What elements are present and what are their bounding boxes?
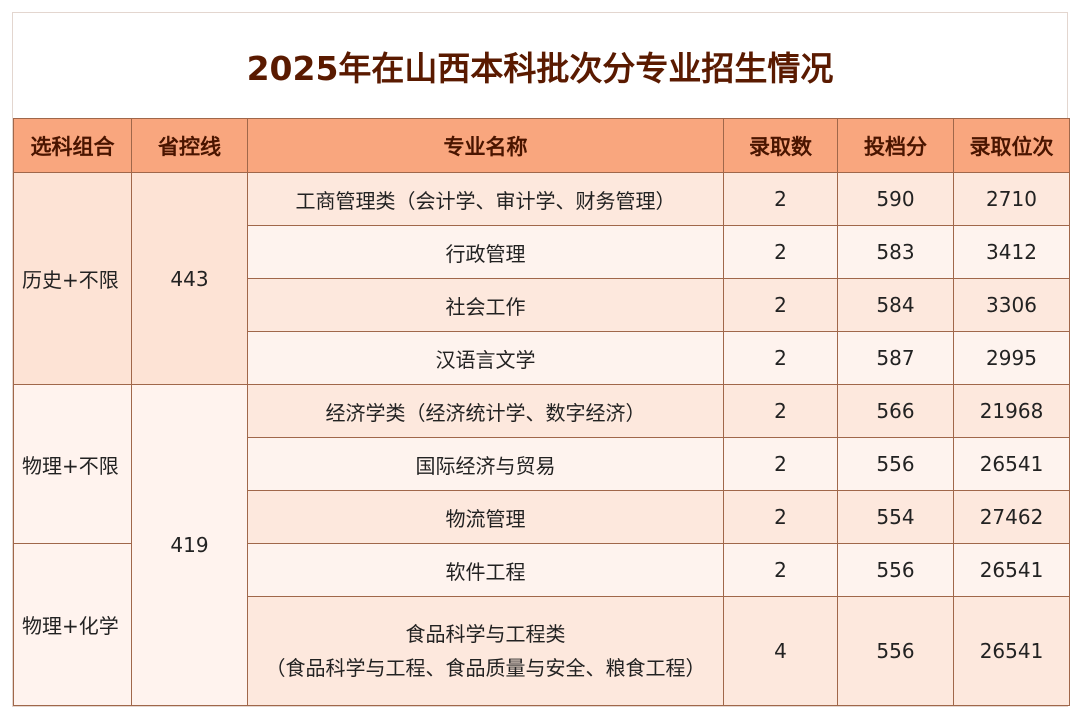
count-cell: 2 [723, 331, 838, 385]
count-cell: 2 [723, 543, 838, 597]
combo-cell: 物理+化学 [13, 543, 132, 706]
header-cell: 省控线 [131, 118, 248, 173]
table-row: 物理+不限 419 经济学类（经济统计学、数字经济） 2 566 21968 [13, 384, 1070, 706]
header-cell: 投档分 [837, 118, 954, 173]
combo-cell: 物理+不限 [13, 384, 132, 544]
major-cell: 汉语言文学 [247, 331, 724, 385]
major-cell: 社会工作 [247, 278, 724, 332]
table-row: 历史+不限 443 工商管理类（会计学、审计学、财务管理） 2 590 2710 [13, 172, 1070, 385]
major-cell: 物流管理 [247, 490, 724, 544]
count-cell: 2 [723, 490, 838, 544]
major-cell: 食品科学与工程类 （食品科学与工程、食品质量与安全、粮食工程） [247, 596, 724, 706]
header-cell: 选科组合 [13, 118, 132, 173]
major-cell: 工商管理类（会计学、审计学、财务管理） [247, 172, 724, 226]
major-cell: 行政管理 [247, 225, 724, 279]
rank-cell: 26541 [953, 437, 1070, 491]
major-cell: 国际经济与贸易 [247, 437, 724, 491]
table-row: 物理+化学 软件工程 2 556 26541 [13, 543, 1070, 706]
rank-cell: 27462 [953, 490, 1070, 544]
major-cell: 软件工程 [247, 543, 724, 597]
major-line: 食品科学与工程类 [405, 622, 566, 646]
score-cell: 587 [837, 331, 954, 385]
count-cell: 2 [723, 437, 838, 491]
combo-cell: 历史+不限 [13, 172, 132, 385]
count-cell: 4 [723, 596, 838, 706]
rank-cell: 3306 [953, 278, 1070, 332]
rank-cell: 2995 [953, 331, 1070, 385]
table-row: 食品科学与工程类 （食品科学与工程、食品质量与安全、粮食工程） 4 556 26541 [14, 596, 1070, 706]
score-cell: 556 [837, 596, 954, 706]
score-cell: 556 [837, 437, 954, 491]
control-line-cell: 419 [131, 384, 248, 706]
control-line-cell: 443 [131, 172, 248, 385]
count-cell: 2 [723, 225, 838, 279]
major-cell: 经济学类（经济统计学、数字经济） [247, 384, 724, 438]
header-cell: 录取位次 [953, 118, 1070, 173]
count-cell: 2 [723, 172, 838, 226]
score-cell: 584 [837, 278, 954, 332]
rank-cell: 26541 [953, 596, 1070, 706]
count-cell: 2 [723, 278, 838, 332]
rank-cell: 26541 [953, 543, 1070, 597]
table-card: 2025年在山西本科批次分专业招生情况 选科组合 省控线 专业名称 录取数 投档分 录取位… [12, 12, 1070, 707]
table-row: 国际经济与贸易 2 556 26541 [14, 437, 1070, 491]
admission-table: 选科组合 省控线 专业名称 录取数 投档分 录取位次 历史+不限 443 工商管理类（会计学、… [13, 118, 1070, 706]
table-row: 社会工作 2 584 3306 [14, 278, 1070, 332]
score-cell: 556 [837, 543, 954, 597]
title: 2025年在山西本科批次分专业招生情况 [246, 48, 834, 88]
rank-cell: 3412 [953, 225, 1070, 279]
table-row: 行政管理 2 583 3412 [14, 225, 1070, 279]
rank-cell: 2710 [953, 172, 1070, 226]
score-cell: 590 [837, 172, 954, 226]
header-cell: 录取数 [723, 118, 838, 173]
score-cell: 583 [837, 225, 954, 279]
table-row: 物流管理 2 554 27462 [14, 490, 1070, 544]
table-body: 历史+不限 443 工商管理类（会计学、审计学、财务管理） 2 590 2710 行政管理 2… [13, 172, 1070, 706]
count-cell: 2 [723, 384, 838, 438]
rank-cell: 21968 [953, 384, 1070, 438]
score-cell: 554 [837, 490, 954, 544]
header-cell: 专业名称 [247, 118, 724, 173]
header-row: 选科组合 省控线 专业名称 录取数 投档分 录取位次 [13, 118, 1070, 173]
major-line: （食品科学与工程、食品质量与安全、粮食工程） [265, 656, 706, 680]
score-cell: 566 [837, 384, 954, 438]
